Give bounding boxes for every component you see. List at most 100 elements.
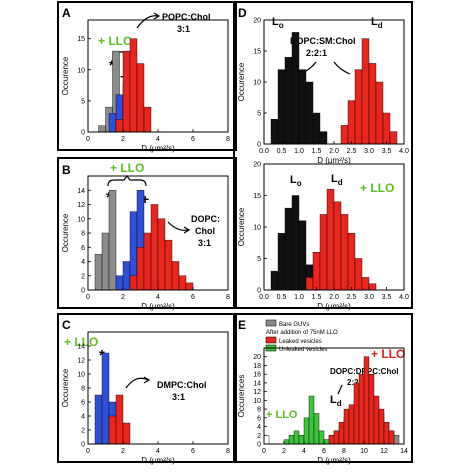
ytick-label-A-2: 10 <box>77 67 85 74</box>
arrow-A <box>136 15 159 29</box>
ytick-label-C-6: 12 <box>77 358 85 365</box>
arrow-head-B <box>183 226 191 234</box>
ytick-label-E-8: 16 <box>253 372 261 379</box>
ld-letter-bottom: L <box>331 173 338 185</box>
plus-marker-B: + <box>141 191 149 207</box>
bar-D_top-black-4 <box>298 69 307 145</box>
bar-D_top-red-2 <box>354 69 363 145</box>
lo-label-top: Lo <box>272 16 284 30</box>
bar-E-green-0 <box>283 439 290 445</box>
ytick-label-E-0: 0 <box>257 442 261 449</box>
lipid-label-A: POPC:Chol <box>162 12 211 22</box>
bar-D_top-black-5 <box>305 81 314 145</box>
ratio-label-B: 3:1 <box>198 238 211 248</box>
xlabel-D_top: D (µm²/s) <box>317 156 351 165</box>
ytick-label-E-9: 18 <box>253 363 261 370</box>
bar-E-red-1 <box>328 435 335 445</box>
xlabel-C: D (µm²/s) <box>141 456 175 465</box>
legend-label-unleaked: Unleaked vesicles <box>279 347 327 353</box>
ytick-label-C-4: 8 <box>81 386 85 393</box>
xtick-label-E-6: 12 <box>380 448 388 455</box>
xtick-label-D_top-4: 2.0 <box>329 148 339 155</box>
legend-label-bare: Bare GUVs <box>279 322 309 328</box>
xlabel-E: D (µm²/s) <box>317 456 351 465</box>
xtick-label-D_bottom-3: 1.5 <box>312 294 322 301</box>
ytick-label-D_bottom-2: 10 <box>253 225 261 232</box>
xtick-label-B-4: 8 <box>226 294 230 301</box>
bar-E-red-10 <box>373 395 380 445</box>
bar-E-red-3 <box>338 421 345 445</box>
bar-D_bottom-red-4 <box>333 201 342 291</box>
bar-D_bottom-red-2 <box>319 214 328 291</box>
ytick-label-D_top-4: 20 <box>253 18 261 25</box>
ytick-label-B-7: 14 <box>77 188 85 195</box>
arrow-head-C <box>143 376 151 384</box>
ytick-label-E-4: 8 <box>257 407 261 414</box>
arrow-E <box>337 384 343 395</box>
panel-frame-C <box>57 313 237 463</box>
star-marker-A: * <box>109 57 115 73</box>
ytick-label-C-5: 10 <box>77 372 85 379</box>
xtick-label-A-3: 6 <box>191 136 195 143</box>
xtick-label-D_top-7: 3.5 <box>382 148 392 155</box>
bar-D_top-red-1 <box>347 100 356 145</box>
xtick-label-C-1: 2 <box>121 448 125 455</box>
panel-frame-A <box>57 1 237 151</box>
ratio-label-E: 2:2:1 <box>347 378 366 387</box>
panel-label-E: E <box>238 318 246 332</box>
xtick-label-D_bottom-0: 0.0 <box>259 294 269 301</box>
ylabel-C: Occurence <box>61 368 70 407</box>
xtick-label-B-0: 0 <box>86 294 90 301</box>
ytick-label-D_bottom-1: 5 <box>257 256 261 263</box>
ytick-label-B-3: 6 <box>81 245 85 252</box>
ytick-label-E-7: 14 <box>253 380 261 387</box>
bar-E-green-5 <box>308 395 315 445</box>
bar-D_top-red-4 <box>368 63 377 145</box>
bar-B-red-4 <box>157 218 166 291</box>
panel-frame-B <box>57 157 237 309</box>
bar-C-red-0 <box>108 415 117 445</box>
llo-label-A: + LLO <box>98 34 132 48</box>
bar-A-red-2 <box>129 38 138 133</box>
ytick-label-E-3: 6 <box>257 415 261 422</box>
plot-A: 0 2 4 6 8 0 5 10 15 D (µm²/s) Occurence <box>61 19 230 153</box>
bar-B-red-6 <box>171 261 180 291</box>
ylabel-A: Occurence <box>61 56 70 95</box>
bar-E-red-8 <box>363 356 370 445</box>
bar-E-red-2 <box>333 430 340 445</box>
ylabel-D_top: Occurence <box>237 62 246 101</box>
xlabel-B: D (µm²/s) <box>141 302 175 311</box>
arrow-B <box>167 221 189 231</box>
legend-label-leaked: Leaked vesicles <box>279 339 322 345</box>
xtick-label-E-1: 2 <box>282 448 286 455</box>
llo-label-D: + LLO <box>360 181 394 195</box>
lipid-label-D: DOPC:SM:Chol <box>290 36 356 46</box>
ytick-label-B-0: 0 <box>81 288 85 295</box>
bar-C-red-2 <box>122 422 131 445</box>
xtick-label-D_top-6: 3.0 <box>364 148 374 155</box>
bar-E-white_bar-0 <box>263 435 270 445</box>
xlabel-A: D (µm²/s) <box>141 144 175 153</box>
lo-letter-top: L <box>272 16 279 28</box>
ytick-label-C-7: 14 <box>77 344 85 351</box>
bar-E-green-1 <box>288 435 295 445</box>
bar-A-blue-0 <box>108 113 117 133</box>
bar-D_top-red-6 <box>382 112 391 145</box>
xtick-label-A-0: 0 <box>86 136 90 143</box>
legend-extra-text: After addition of 75nM LLO <box>266 330 338 336</box>
bar-E-red-12 <box>383 421 390 445</box>
bar-E-red-9 <box>368 373 375 445</box>
xtick-label-D_bottom-6: 3.0 <box>364 294 374 301</box>
bar-B-red-8 <box>185 282 194 291</box>
bar-E-green-3 <box>298 435 305 445</box>
bracket-B <box>107 175 147 187</box>
bar-E-red-4 <box>343 408 350 445</box>
xtick-label-A-2: 4 <box>156 136 160 143</box>
bar-C-red-1 <box>115 394 124 445</box>
xtick-label-D_bottom-5: 2.5 <box>347 294 357 301</box>
xtick-label-D_bottom-7: 3.5 <box>382 294 392 301</box>
ytick-label-C-2: 4 <box>81 414 85 421</box>
ytick-label-E-1: 2 <box>257 433 261 440</box>
